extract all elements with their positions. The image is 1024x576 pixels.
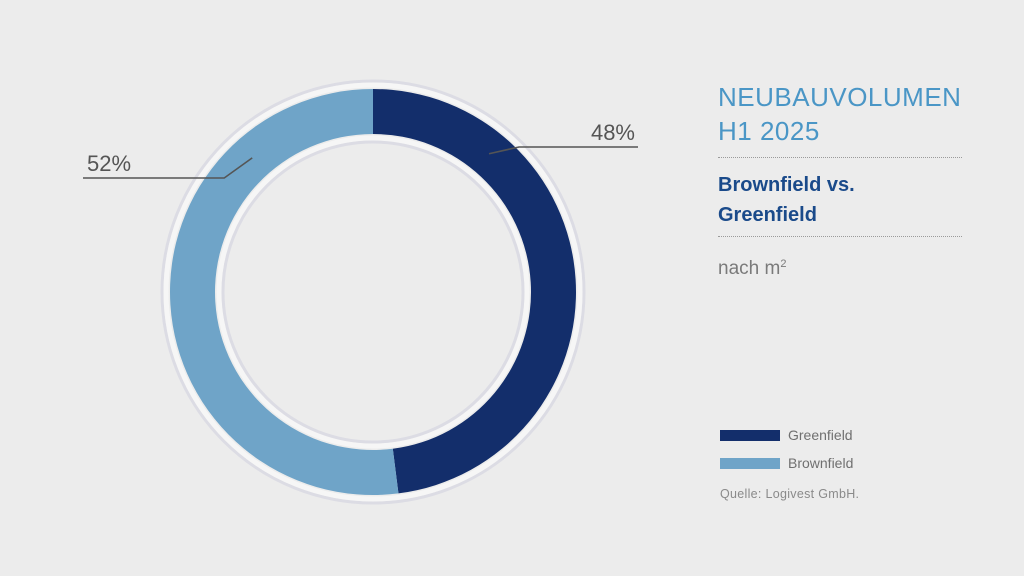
source-note: Quelle: Logivest GmbH. bbox=[720, 487, 860, 501]
divider-bottom bbox=[718, 236, 962, 237]
inner-halo-ring bbox=[221, 140, 525, 444]
legend-label-greenfield: Greenfield bbox=[788, 427, 853, 443]
data-label-greenfield: 48% bbox=[591, 120, 635, 145]
inner-white-ring bbox=[216, 135, 530, 449]
donut-slice-brownfield bbox=[170, 89, 399, 495]
leader-line-greenfield bbox=[488, 146, 638, 155]
unit-text: nach m bbox=[718, 258, 781, 279]
outer-white-ring bbox=[163, 82, 583, 502]
legend-swatch-greenfield bbox=[720, 429, 780, 441]
divider-top bbox=[718, 157, 962, 158]
unit-label: nach m2 bbox=[718, 252, 786, 281]
chart-title: NEUBAUVOLUMEN H1 2025 bbox=[718, 80, 998, 148]
unit-superscript: 2 bbox=[780, 258, 787, 270]
chart-title-line-1: NEUBAUVOLUMEN bbox=[718, 82, 962, 112]
leader-line-brownfield bbox=[83, 157, 253, 179]
data-label-brownfield: 52% bbox=[87, 151, 131, 176]
chart-subtitle-line-1: Brownfield vs. bbox=[718, 174, 855, 196]
legend-label-brownfield: Brownfield bbox=[788, 455, 854, 471]
chart-title-line-2: H1 2025 bbox=[718, 116, 820, 146]
outer-halo-ring bbox=[160, 79, 586, 505]
legend-item-greenfield: Greenfield bbox=[720, 424, 853, 446]
chart-subtitle-line-2: Greenfield bbox=[718, 204, 817, 226]
legend-item-brownfield: Brownfield bbox=[720, 452, 853, 474]
donut-slice-greenfield bbox=[373, 89, 577, 494]
legend-swatch-brownfield bbox=[720, 457, 780, 469]
chart-subtitle: Brownfield vs. Greenfield bbox=[718, 170, 978, 230]
legend: Greenfield Brownfield bbox=[720, 424, 853, 480]
